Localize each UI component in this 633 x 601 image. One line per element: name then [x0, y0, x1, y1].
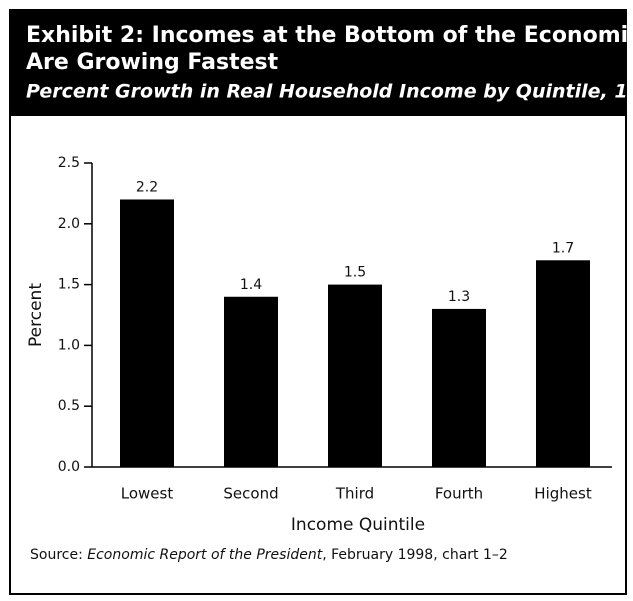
chart-title: Are Growing Fastest [26, 50, 279, 75]
y-tick-label: 1.5 [58, 277, 80, 293]
chart-title: Exhibit 2: Incomes at the Bottom of the … [26, 23, 633, 48]
bar [432, 308, 486, 467]
y-tick-label: 1.0 [58, 337, 80, 353]
source-text: , February 1998, chart 1–2 [322, 547, 508, 563]
value-label: 1.5 [344, 265, 366, 281]
value-label: 1.4 [240, 277, 262, 293]
x-tick-label: Third [335, 485, 374, 503]
bar [328, 284, 382, 467]
source: Source: Economic Report of the President… [30, 547, 508, 563]
header-band [10, 10, 626, 116]
source-text: Source: [30, 547, 87, 563]
x-axis-label: Income Quintile [291, 515, 425, 535]
source-text: Economic Report of the President [87, 547, 322, 563]
y-tick-label: 0.5 [58, 398, 80, 414]
value-label: 2.2 [136, 179, 158, 195]
x-tick-label: Fourth [435, 485, 483, 503]
value-label: 1.7 [552, 240, 574, 256]
y-axis-label: Percent [26, 283, 46, 347]
x-tick-label: Lowest [121, 485, 174, 503]
x-tick-label: Second [223, 485, 278, 503]
chart-subtitle: Percent Growth in Real Household Income … [26, 81, 633, 103]
bar [536, 260, 590, 467]
y-tick-label: 0.0 [58, 459, 80, 475]
bar [224, 296, 278, 467]
x-tick-label: Highest [534, 485, 592, 503]
value-label: 1.3 [448, 289, 470, 305]
bar [120, 199, 174, 468]
y-tick-label: 2.5 [58, 155, 80, 171]
y-tick-label: 2.0 [58, 216, 80, 232]
